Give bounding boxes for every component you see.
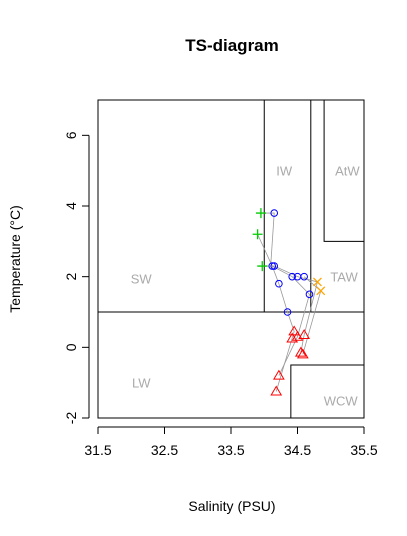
y-axis: -2 0 2 4 6 [63,131,90,425]
triangle-point-6 [273,369,285,380]
y-tick-label: 4 [63,202,79,210]
cross-point-0 [312,277,322,287]
triangle-point-3 [298,328,311,339]
region-label-iw: IW [276,164,293,179]
circle-point-2 [270,262,279,270]
region-label-wcw: WCW [324,393,359,408]
cross-point-1 [316,286,326,296]
x-tick-label: 32.5 [151,442,178,458]
data-points [252,208,326,396]
x-axis-label: Salinity (PSU) [188,498,275,514]
chart-title: TS-diagram [185,36,279,55]
water-mass-boundaries [98,100,364,418]
x-tick-label: 33.5 [217,442,244,458]
region-label-atw: AtW [335,164,360,179]
triangle-point-4 [294,346,307,357]
triangle-point-5 [296,348,309,359]
x-tick-label: 31.5 [84,442,111,458]
y-tick-label: -2 [63,412,79,425]
y-tick-label: 2 [63,273,79,281]
circle-point-4 [288,272,296,281]
x-tick-label: 34.5 [284,442,311,458]
circle-point-1 [268,262,277,270]
plus-point-2 [257,261,268,272]
plot-frame [97,99,365,419]
plus-point-0 [255,208,266,219]
region-label-taw: TAW [330,270,358,285]
profile-connector-lines [257,212,322,392]
y-tick-label: 0 [63,343,79,351]
circle-point-7 [283,308,292,316]
boundary-line-3 [323,100,364,242]
region-label-sw: SW [131,271,153,286]
x-axis: 31.5 32.5 33.5 34.5 35.5 [84,426,378,458]
boundary-line-4 [290,364,364,418]
circle-point-0 [270,209,279,217]
circle-point-8 [305,290,314,299]
triangle-point-0 [288,325,301,336]
region-label-lw: LW [132,376,151,391]
connector-line-0 [260,212,295,392]
connector-line-1 [257,234,310,376]
y-axis-label: Temperature (°C) [7,205,23,313]
water-mass-labels: SW IW AtW TAW LW WCW [131,164,361,409]
plus-point-1 [252,229,263,240]
y-tick-label: 6 [63,131,79,139]
triangle-point-1 [291,330,304,341]
x-tick-label: 35.5 [350,442,377,458]
circle-point-3 [275,279,283,288]
triangle-point-2 [286,332,299,343]
triangle-point-7 [270,385,283,396]
circle-point-6 [300,272,308,281]
